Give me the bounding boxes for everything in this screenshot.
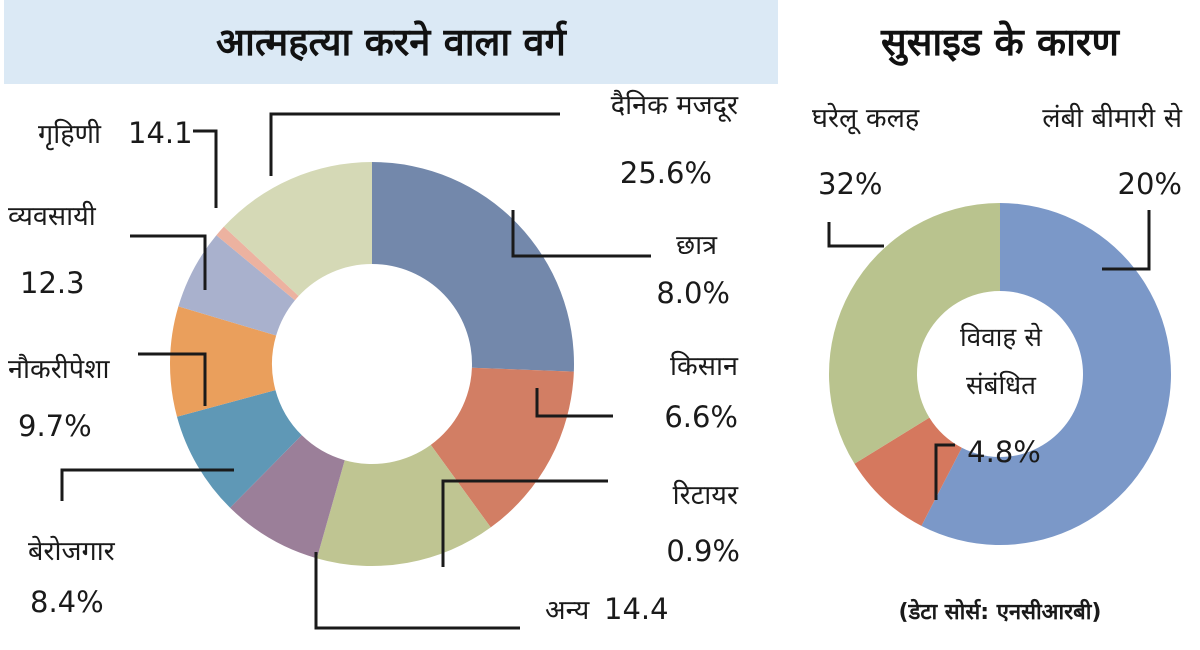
label-housewife: गृहिणी bbox=[38, 118, 102, 151]
value-unemployed: 8.4% bbox=[30, 585, 104, 619]
leader-line-domestic-dispute bbox=[827, 222, 884, 248]
left-donut-slice-8 bbox=[223, 162, 372, 297]
left-donut-slice-6 bbox=[178, 235, 295, 336]
label-business: व्यवसायी bbox=[8, 200, 97, 232]
left-donut-slice-3 bbox=[230, 435, 345, 559]
left-donut-slice-2 bbox=[316, 444, 491, 566]
leader-line-student bbox=[511, 210, 651, 258]
leader-line-farmer bbox=[535, 388, 613, 418]
value-student: 8.0% bbox=[656, 276, 730, 310]
label-long-illness: लंबी बीमारी से bbox=[1042, 102, 1182, 134]
leader-line-housewife bbox=[193, 129, 218, 208]
leader-line-retired bbox=[441, 479, 608, 567]
label-domestic-dispute: घरेलू कलह bbox=[812, 102, 920, 135]
value-housewife: 14.1 bbox=[128, 116, 193, 150]
left-donut-slice-7 bbox=[216, 226, 299, 301]
center-label-line-2: संबंधित bbox=[966, 370, 1037, 401]
label-farmer: किसान bbox=[670, 350, 739, 382]
value-farmer: 6.6% bbox=[664, 400, 738, 434]
left-donut-slice-5 bbox=[169, 306, 277, 417]
value-retired: 0.9% bbox=[666, 534, 740, 568]
leader-line-salaried bbox=[138, 352, 207, 406]
leader-line-daily-wage bbox=[269, 112, 560, 176]
value-long-illness: 20% bbox=[1118, 167, 1182, 201]
left-title-band bbox=[4, 0, 778, 84]
left-chart-title: आत्महत्या करने वाला वर्ग bbox=[216, 20, 568, 64]
leader-line-unemployed bbox=[60, 468, 234, 501]
left-donut-slice-4 bbox=[176, 390, 302, 508]
value-domestic-dispute: 32% bbox=[818, 167, 882, 201]
right-donut-slice-0 bbox=[921, 203, 1171, 545]
label-other: अन्य bbox=[545, 595, 591, 626]
label-retired: रिटायर bbox=[673, 479, 739, 511]
value-other: 14.4 bbox=[604, 592, 669, 626]
label-salaried: नौकरीपेशा bbox=[8, 353, 110, 385]
right-donut-slice-2 bbox=[829, 203, 1000, 464]
right-chart-title: सुसाइड के कारण bbox=[880, 20, 1120, 66]
leader-line-business bbox=[130, 234, 207, 290]
left-donut bbox=[169, 162, 574, 566]
left-donut-slice-0 bbox=[372, 162, 574, 372]
leader-line-other bbox=[314, 552, 520, 630]
label-daily-wage: दैनिक मजदूर bbox=[611, 89, 739, 122]
data-source: (डेटा सोर्स: एनसीआरबी) bbox=[899, 598, 1102, 625]
value-daily-wage: 25.6% bbox=[620, 156, 712, 190]
leader-line-marriage bbox=[934, 443, 955, 500]
label-student: छात्र bbox=[676, 230, 718, 261]
value-marriage: 4.8% bbox=[967, 435, 1041, 469]
value-salaried: 9.7% bbox=[18, 409, 92, 443]
leader-line-long-illness bbox=[1102, 210, 1151, 271]
center-label-line-1: विवाह से bbox=[960, 322, 1042, 353]
label-unemployed: बेरोजगार bbox=[28, 535, 116, 567]
value-business: 12.3 bbox=[20, 266, 85, 300]
